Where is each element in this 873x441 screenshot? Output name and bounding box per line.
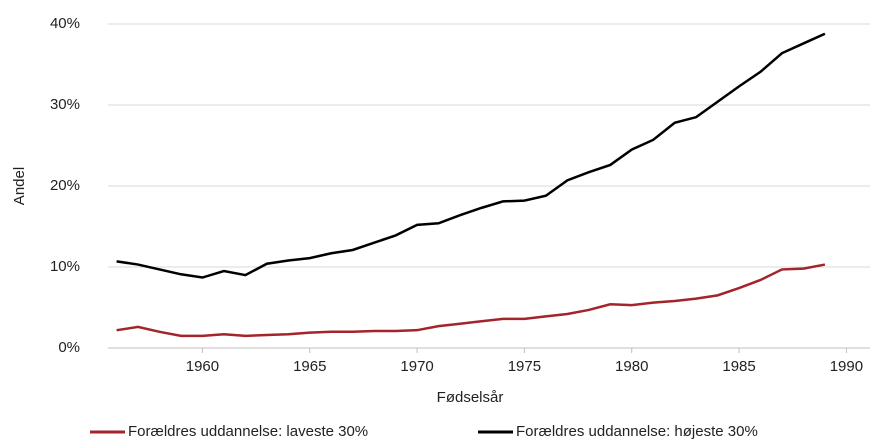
y-tick-label: 20% bbox=[50, 177, 80, 194]
x-axis-label: Fødselsår bbox=[437, 389, 504, 406]
y-axis-label: Andel bbox=[11, 167, 28, 205]
x-tick-label: 1960 bbox=[186, 358, 219, 375]
line bbox=[116, 263, 826, 338]
x-tick-label: 1975 bbox=[508, 358, 541, 375]
y-tick-label: 0% bbox=[58, 339, 80, 356]
x-tick-label: 1985 bbox=[722, 358, 755, 375]
x-tick-label: 1965 bbox=[293, 358, 326, 375]
x-tick-label: 1970 bbox=[400, 358, 433, 375]
x-tick-label: 1980 bbox=[615, 358, 648, 375]
legend-label: Forældres uddannelse: laveste 30% bbox=[128, 423, 368, 440]
y-tick-label: 40% bbox=[50, 15, 80, 32]
y-tick-label: 10% bbox=[50, 258, 80, 275]
y-tick-label: 30% bbox=[50, 96, 80, 113]
legend-label: Forældres uddannelse: højeste 30% bbox=[516, 423, 758, 440]
line bbox=[116, 32, 826, 279]
x-tick-label: 1990 bbox=[830, 358, 863, 375]
